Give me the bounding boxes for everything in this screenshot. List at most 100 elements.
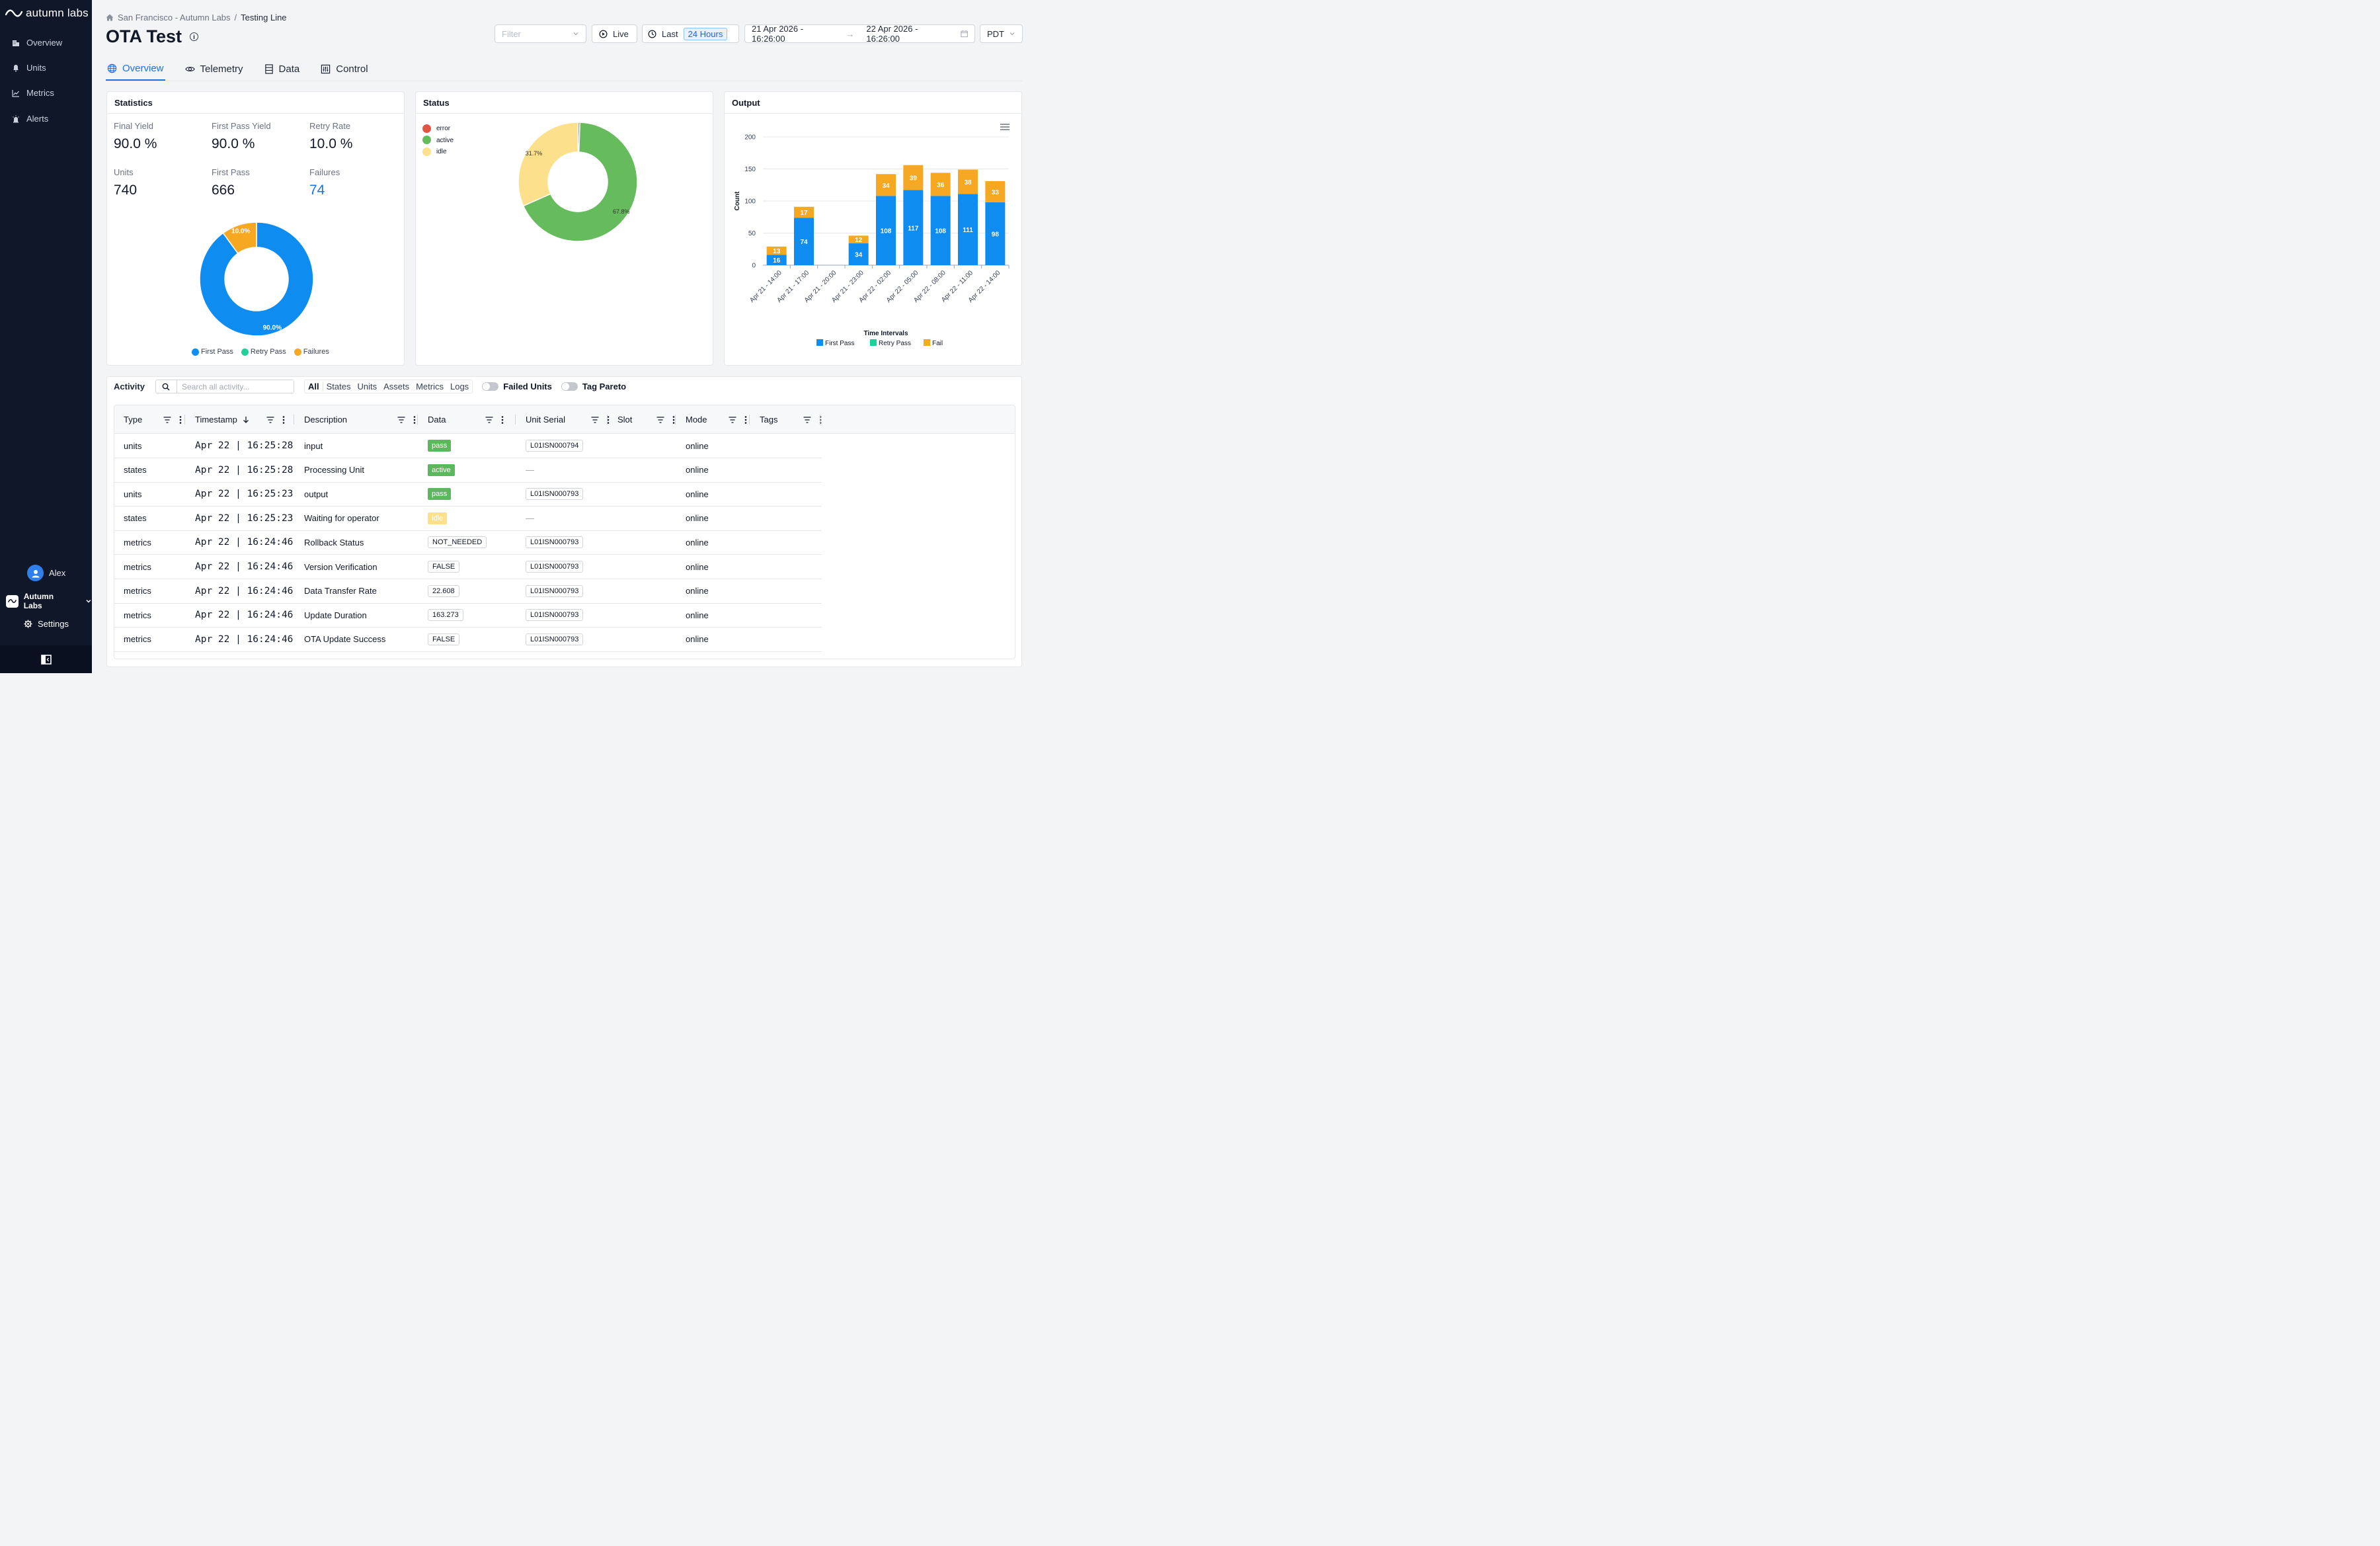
status-badge[interactable]: idle: [428, 512, 448, 524]
range-start[interactable]: 21 Apr 2026 - 16:26:00: [752, 24, 804, 44]
serial-chip[interactable]: L01ISN000793: [526, 609, 584, 622]
table-row[interactable]: states Apr 22 | 16:25:28 Processing Unit ac…: [114, 458, 822, 483]
range-value[interactable]: 24 Hours: [683, 27, 728, 40]
status-badge[interactable]: pass: [428, 488, 452, 501]
breadcrumb-parent[interactable]: San Francisco - Autumn Labs: [118, 13, 231, 22]
bar-first-pass[interactable]: [903, 190, 924, 265]
table-row[interactable]: units Apr 22 | 16:25:23 output pass L01ISN00…: [114, 482, 822, 507]
serial-chip[interactable]: L01ISN000793: [526, 561, 584, 573]
menu-icon[interactable]: [1000, 123, 1010, 131]
table-row[interactable]: states Apr 22 | 16:25:23 Waiting for opera…: [114, 507, 822, 531]
more-vertical-icon[interactable]: [179, 415, 182, 424]
user-profile[interactable]: Alex: [27, 565, 65, 581]
table-row[interactable]: metrics Apr 22 | 16:24:46 OTA Update Succe…: [114, 628, 822, 652]
filter-all[interactable]: All: [304, 382, 323, 391]
column-divider[interactable]: [184, 415, 185, 425]
legend-error[interactable]: error: [422, 123, 454, 135]
more-vertical-icon[interactable]: [607, 415, 610, 424]
sidebar-collapse-button[interactable]: [0, 645, 92, 673]
bar-first-pass[interactable]: [876, 196, 896, 265]
bar-fail[interactable]: [794, 206, 814, 218]
filter-icon[interactable]: [163, 416, 171, 423]
more-vertical-icon[interactable]: [282, 415, 285, 424]
column-divider[interactable]: [607, 415, 608, 425]
range-end[interactable]: 22 Apr 2026 - 16:26:00: [866, 24, 918, 44]
bar-first-pass[interactable]: [985, 202, 1006, 265]
stat-failures[interactable]: Failures 74: [309, 167, 340, 198]
sidebar-item-units[interactable]: Units: [12, 63, 46, 73]
bar-first-pass[interactable]: [794, 218, 814, 265]
column-divider[interactable]: [417, 415, 418, 425]
column-divider[interactable]: [675, 415, 676, 425]
serial-chip[interactable]: L01ISN000793: [526, 585, 584, 597]
column-divider[interactable]: [749, 415, 750, 425]
failed-units-toggle[interactable]: Failed Units: [482, 382, 552, 391]
data-chip[interactable]: FALSE: [428, 561, 460, 573]
serial-chip[interactable]: L01ISN000793: [526, 488, 584, 501]
slice-active[interactable]: [522, 122, 638, 242]
legend-active[interactable]: active: [422, 135, 454, 147]
legend-first-pass[interactable]: First Pass: [192, 348, 233, 356]
settings-link[interactable]: Settings: [24, 619, 69, 629]
bar-fail[interactable]: [985, 181, 1006, 202]
bar-first-pass[interactable]: [766, 255, 787, 265]
bar-fail[interactable]: [876, 174, 896, 196]
brand-logo[interactable]: autumn labs: [5, 7, 89, 20]
filter-select[interactable]: Filter: [495, 24, 586, 43]
bar-first-pass[interactable]: [848, 243, 869, 265]
org-switcher[interactable]: Autumn Labs: [6, 592, 92, 610]
filter-units[interactable]: Units: [357, 382, 377, 391]
table-row[interactable]: units Apr 22 | 16:25:28 input pass L01ISN000…: [114, 434, 822, 458]
filter-icon[interactable]: [803, 416, 811, 423]
table-row[interactable]: metrics Apr 22 | 16:24:46 Rollback Status N…: [114, 530, 822, 555]
table-row[interactable]: metrics Apr 22 | 16:24:46 Data Transfer Ra…: [114, 579, 822, 604]
slice-first-pass[interactable]: [199, 222, 314, 337]
filter-metrics[interactable]: Metrics: [416, 382, 444, 391]
tab-overview[interactable]: Overview: [106, 57, 165, 81]
column-header-timestamp[interactable]: Timestamp: [195, 405, 294, 434]
more-vertical-icon[interactable]: [501, 415, 504, 424]
bar-fail[interactable]: [930, 173, 951, 196]
filter-icon[interactable]: [729, 416, 736, 423]
filter-icon[interactable]: [591, 416, 599, 423]
data-chip[interactable]: 22.608: [428, 585, 459, 597]
column-header-slot[interactable]: Slot: [617, 405, 675, 434]
filter-assets[interactable]: Assets: [383, 382, 410, 391]
bar-fail[interactable]: [848, 235, 869, 244]
column-header-tags[interactable]: Tags: [760, 405, 822, 434]
more-vertical-icon[interactable]: [744, 415, 747, 424]
data-chip[interactable]: FALSE: [428, 633, 460, 645]
data-chip[interactable]: 163.273: [428, 609, 463, 622]
timezone-select[interactable]: PDT: [980, 24, 1023, 43]
stat-value[interactable]: 74: [309, 183, 325, 198]
status-badge[interactable]: active: [428, 464, 455, 476]
slice-idle[interactable]: [518, 122, 579, 207]
info-icon[interactable]: i: [190, 32, 199, 41]
status-badge[interactable]: pass: [428, 440, 452, 452]
bar-fail[interactable]: [958, 169, 978, 194]
data-chip[interactable]: NOT_NEEDED: [428, 536, 487, 549]
legend-retry-pass[interactable]: Retry Pass: [870, 339, 911, 347]
legend-idle[interactable]: idle: [422, 146, 454, 158]
legend-first-pass[interactable]: First Pass: [816, 339, 854, 347]
column-header-unit-serial[interactable]: Unit Serial: [526, 405, 610, 434]
filter-icon[interactable]: [266, 416, 274, 423]
search-icon[interactable]: [156, 380, 177, 393]
date-range-picker[interactable]: 21 Apr 2026 - 16:26:00 → 22 Apr 2026 - 1…: [744, 24, 975, 44]
tag-pareto-toggle[interactable]: Tag Pareto: [561, 382, 626, 391]
table-row[interactable]: metrics Apr 22 | 16:24:46 Version Verifica…: [114, 555, 822, 579]
filter-icon[interactable]: [485, 416, 493, 423]
column-header-mode[interactable]: Mode: [686, 405, 749, 434]
column-divider[interactable]: [515, 415, 516, 425]
serial-chip[interactable]: L01ISN000793: [526, 633, 584, 645]
table-row[interactable]: metrics Apr 22 | 16:24:46 Update Duration 1…: [114, 603, 822, 628]
live-button[interactable]: Live: [592, 24, 637, 43]
column-header-data[interactable]: Data: [428, 405, 515, 434]
serial-chip[interactable]: L01ISN000793: [526, 536, 584, 549]
bar-first-pass[interactable]: [958, 194, 978, 265]
sidebar-item-metrics[interactable]: Metrics: [12, 88, 54, 98]
tab-data[interactable]: Data: [263, 57, 301, 81]
slice-failures[interactable]: [222, 222, 257, 255]
filter-icon[interactable]: [397, 416, 405, 423]
toggle-switch[interactable]: [561, 382, 578, 391]
